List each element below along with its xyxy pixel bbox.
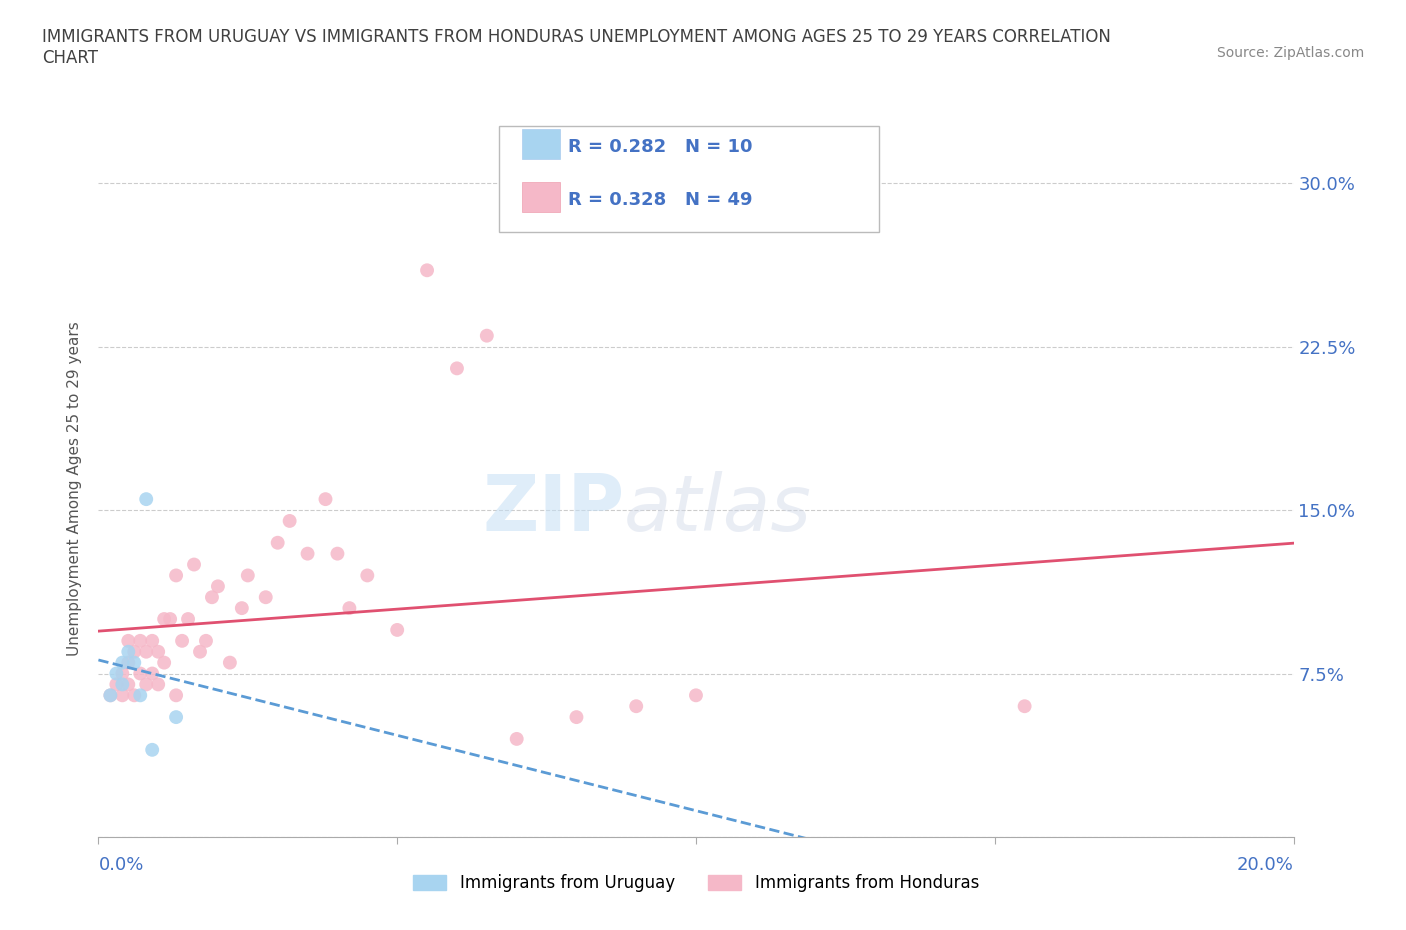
Point (148, 644, 170, 659)
Point (195, 633, 218, 648)
Point (446, 361, 468, 376)
Point (129, 688, 152, 703)
Point (188, 644, 211, 659)
Point (172, 633, 194, 648)
Point (129, 666, 152, 681)
Text: Source: ZipAtlas.com: Source: ZipAtlas.com (1216, 46, 1364, 60)
Point (506, 732, 529, 747)
Point (148, 677, 170, 692)
Text: 20.0%: 20.0% (1237, 856, 1294, 873)
Point (117, 656, 139, 671)
Point (254, 590, 277, 604)
Point (111, 677, 134, 692)
Point (219, 656, 242, 671)
Point (105, 666, 128, 681)
Point (117, 677, 139, 692)
Point (153, 612, 176, 627)
Point (177, 612, 200, 627)
Point (141, 742, 163, 757)
Point (124, 644, 146, 659)
Point (111, 666, 134, 681)
Point (129, 633, 152, 648)
Text: IMMIGRANTS FROM URUGUAY VS IMMIGRANTS FROM HONDURAS UNEMPLOYMENT AMONG AGES 25 T: IMMIGRANTS FROM URUGUAY VS IMMIGRANTS FR… (42, 28, 1111, 67)
Point (105, 677, 128, 692)
Point (297, 546, 319, 561)
Point (339, 601, 360, 616)
Text: 0.0%: 0.0% (98, 856, 143, 873)
Point (685, 688, 707, 703)
Point (565, 710, 588, 724)
Point (117, 644, 139, 659)
Point (141, 666, 163, 681)
Point (165, 688, 187, 703)
Point (100, 688, 122, 703)
Point (385, 622, 409, 637)
Point (153, 656, 176, 671)
Point (267, 536, 290, 551)
Point (207, 578, 229, 593)
Point (141, 633, 163, 648)
Point (124, 656, 146, 671)
Point (326, 546, 349, 561)
Point (124, 688, 146, 703)
Point (100, 688, 122, 703)
Y-axis label: Unemployment Among Ages 25 to 29 years: Unemployment Among Ages 25 to 29 years (67, 321, 83, 656)
Point (135, 492, 157, 507)
Point (315, 492, 337, 507)
Point (165, 568, 187, 583)
Text: ZIP: ZIP (482, 472, 624, 547)
Point (117, 633, 139, 648)
Point (231, 601, 253, 616)
Point (1014, 698, 1036, 713)
Point (475, 328, 498, 343)
Point (159, 612, 181, 627)
Point (201, 590, 224, 604)
Text: R = 0.282   N = 10: R = 0.282 N = 10 (568, 138, 752, 156)
Point (278, 513, 301, 528)
Point (111, 688, 134, 703)
Point (236, 568, 259, 583)
Point (356, 568, 378, 583)
Point (111, 656, 134, 671)
Point (416, 263, 439, 278)
Text: R = 0.328   N = 49: R = 0.328 N = 49 (568, 191, 752, 209)
Point (183, 557, 205, 572)
Text: atlas: atlas (624, 472, 813, 547)
Point (165, 710, 187, 724)
Legend: Immigrants from Uruguay, Immigrants from Honduras: Immigrants from Uruguay, Immigrants from… (406, 867, 986, 898)
Point (135, 677, 157, 692)
Point (626, 698, 648, 713)
Point (135, 644, 157, 659)
